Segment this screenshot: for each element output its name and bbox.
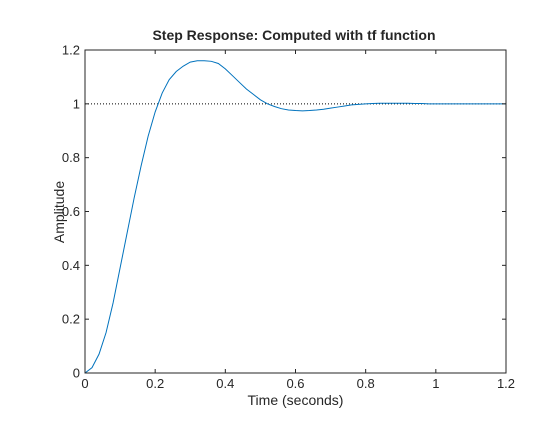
x-tick-label: 1 [432, 376, 439, 391]
y-tick-label: 0 [73, 366, 80, 381]
series-line-0 [84, 60, 506, 374]
y-tick-label: 0.6 [62, 204, 80, 219]
y-tick-label: 0.8 [62, 150, 80, 165]
x-axis-ticks: 0 0.2 0.4 0.6 0.8 1 1.2 [81, 50, 515, 391]
series-layer [84, 60, 506, 374]
x-tick-label: 0.2 [146, 376, 164, 391]
y-tick-label: 1 [73, 96, 80, 111]
x-tick-label: 0.8 [357, 376, 375, 391]
x-tick-label: 0 [81, 376, 88, 391]
x-tick-label: 0.4 [216, 376, 234, 391]
chart-title: Step Response: Computed with tf function [152, 27, 435, 43]
x-axis-label: Time (seconds) [248, 392, 344, 408]
y-axis-ticks: 0 0.2 0.4 0.6 0.8 1 1.2 [62, 43, 506, 381]
y-axis-label: Amplitude [51, 181, 67, 243]
y-tick-label: 0.4 [62, 258, 80, 273]
plot-area [85, 50, 506, 373]
x-tick-label: 0.6 [286, 376, 304, 391]
y-tick-label: 0.2 [62, 312, 80, 327]
y-tick-label: 1.2 [62, 43, 80, 58]
x-tick-label: 1.2 [497, 376, 515, 391]
